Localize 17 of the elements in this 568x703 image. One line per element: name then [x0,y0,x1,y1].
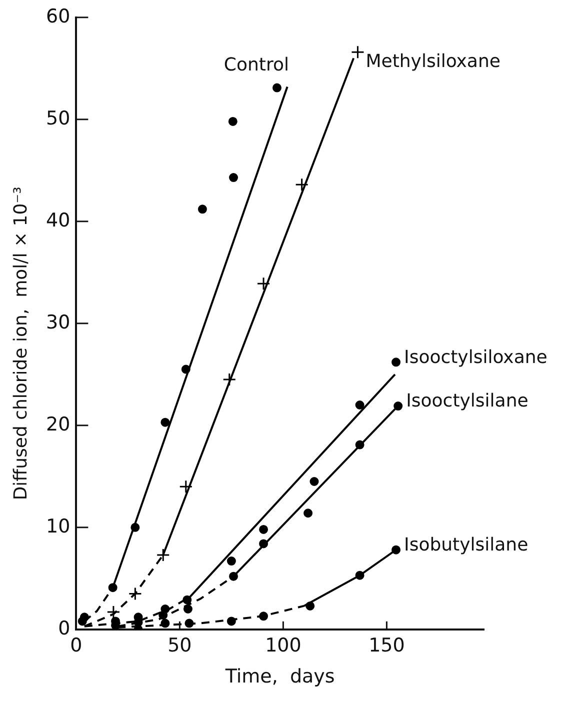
series-label: Isooctylsiloxane [404,346,548,368]
x-tick-label: 100 [265,634,302,657]
series-label: Control [224,54,289,76]
y-tick-label: 0 [58,617,70,640]
series-label: Methylsiloxane [366,50,500,72]
x-tick-label: 150 [368,634,405,657]
y-tick-label: 30 [46,311,70,334]
series-label: Isobutylsilane [404,534,528,556]
x-tick-label: 50 [168,634,192,657]
y-tick-label: 10 [46,515,70,538]
y-tick-label: 60 [46,5,70,28]
y-tick-label: 50 [46,107,70,130]
y-axis-title: Diffused chloride ion, mol/l × 10⁻³ [10,186,32,500]
y-tick-label: 40 [46,209,70,232]
y-tick-label: 20 [46,413,70,436]
series-label: Isooctylsilane [406,390,528,412]
x-axis-title: Time, days [224,666,335,688]
